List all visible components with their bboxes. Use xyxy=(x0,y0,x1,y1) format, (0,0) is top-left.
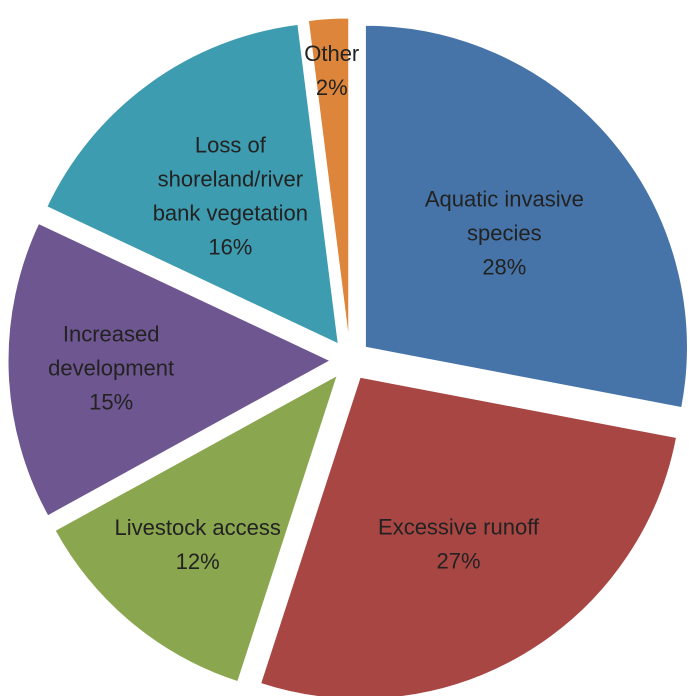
slice-other xyxy=(307,17,350,341)
slice-label-increased-development: Increased development 15% xyxy=(48,322,174,415)
slice-label-other: Other 2% xyxy=(304,41,359,100)
slice-excessive-runoff xyxy=(260,376,678,696)
pie-labels: Aquatic invasive species 28% Excessive runo… xyxy=(48,41,584,574)
slice-label-aquatic-invasive-species: Aquatic invasive species 28% xyxy=(425,186,584,279)
pie-slices xyxy=(7,17,688,696)
slice-loss-of-shoreland-river-bank-vegetation xyxy=(46,23,339,345)
slice-label-livestock-access: Livestock access 12% xyxy=(115,515,281,574)
slice-label-excessive-runoff: Excessive runoff 27% xyxy=(378,515,540,574)
slice-increased-development xyxy=(7,222,332,517)
slice-aquatic-invasive-species xyxy=(364,24,688,409)
slice-livestock-access xyxy=(54,374,339,683)
slice-label-loss-of-shoreland-river-bank-vegetation: Loss of shoreland/river bank vegetation 16% xyxy=(153,132,308,259)
